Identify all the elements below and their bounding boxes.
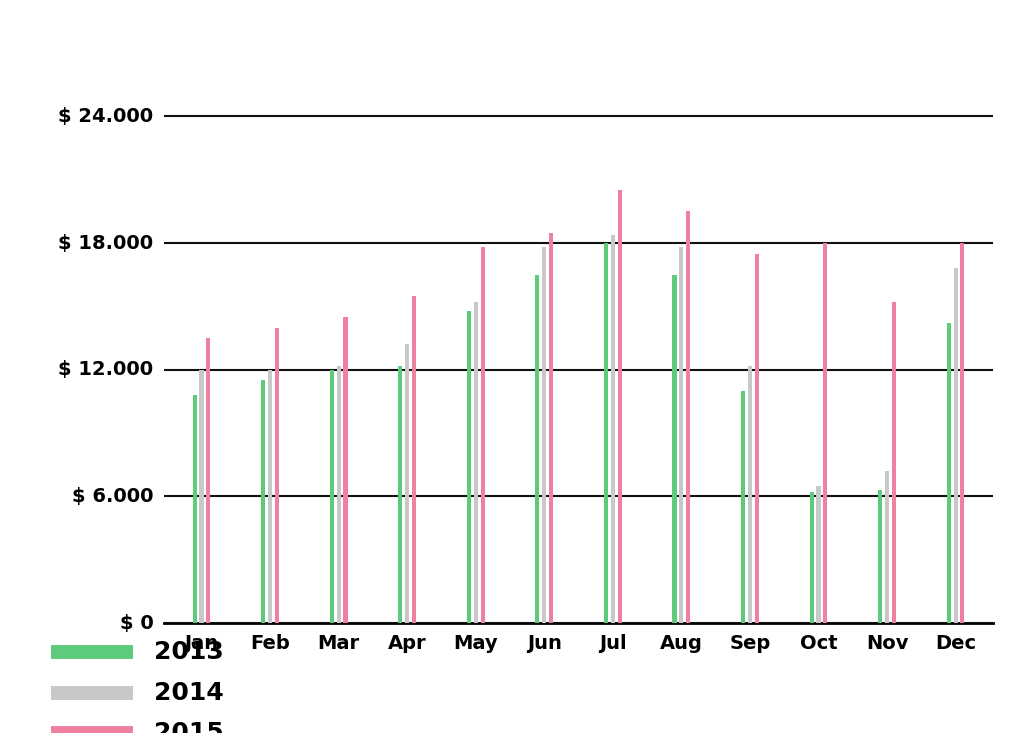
Bar [953,268,957,623]
Bar [673,275,677,623]
Bar [207,338,211,623]
Bar [330,369,334,623]
Bar [193,395,197,623]
Bar [268,369,272,623]
Bar [617,191,622,623]
Bar [536,275,540,623]
Bar [741,391,745,623]
Text: $ 6.000: $ 6.000 [72,487,154,506]
Bar [748,366,752,623]
Bar [406,345,410,623]
Bar [885,471,889,623]
Bar [892,302,896,623]
Bar [823,243,827,623]
Bar [679,247,683,623]
Bar [274,328,279,623]
Text: $ 12.000: $ 12.000 [58,360,154,379]
Bar [755,254,759,623]
Bar [610,235,614,623]
Text: 2014: 2014 [154,681,223,704]
Bar [946,323,950,623]
Bar [604,243,608,623]
Bar [337,366,341,623]
Bar [398,366,402,623]
Bar [261,380,265,623]
Bar [480,247,484,623]
Bar [474,302,478,623]
Text: $ 0: $ 0 [120,614,154,633]
Text: 2013: 2013 [154,641,223,664]
Text: $ 24.000: $ 24.000 [58,107,154,126]
Bar [343,317,347,623]
Bar [200,369,204,623]
Text: $ 18.000: $ 18.000 [58,234,154,253]
Bar [412,296,416,623]
Bar [467,311,471,623]
Bar [961,243,965,623]
Bar [686,211,690,623]
Bar [879,490,883,623]
Bar [816,486,820,623]
Bar [549,232,553,623]
Text: 2015: 2015 [154,721,223,733]
Bar [810,492,814,623]
Bar [543,247,547,623]
